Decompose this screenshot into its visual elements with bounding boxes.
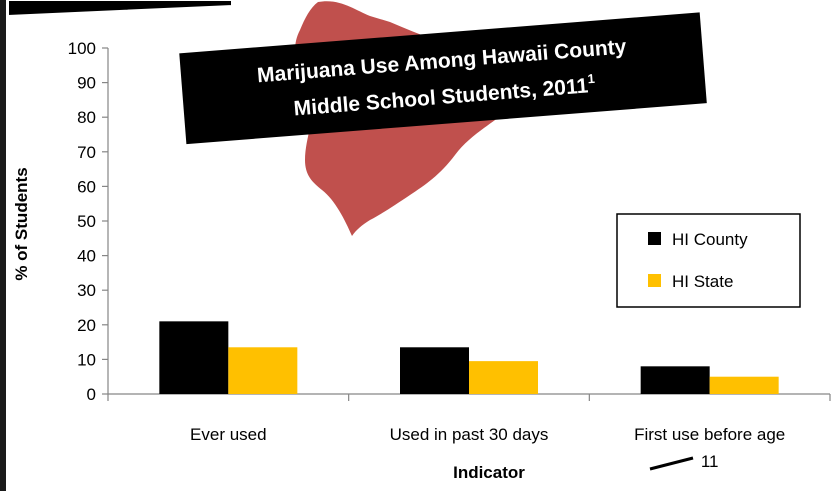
bar-hi-county — [400, 347, 469, 394]
bar-hi-county — [640, 366, 710, 394]
bar-hi-state — [469, 361, 538, 394]
legend-swatch-hi-county — [648, 232, 661, 245]
x-category-label: 11 — [701, 452, 719, 471]
x-category-label: First use before age — [634, 425, 785, 444]
chart-title-superscript: 1 — [587, 71, 595, 87]
decorative-stroke — [649, 456, 694, 471]
chart-bars — [159, 321, 779, 394]
title-box: Marijuana Use Among Hawaii County Middle… — [179, 12, 707, 145]
slide-frame-edge — [0, 0, 6, 491]
y-tick-label: 10 — [77, 350, 96, 369]
y-axis-title: % of Students — [12, 167, 31, 280]
y-tick-label: 80 — [77, 108, 96, 127]
legend-label-hi-state: HI State — [672, 272, 733, 291]
bar-hi-county — [159, 321, 229, 394]
y-tick-label: 30 — [77, 281, 96, 300]
bar-hi-state — [709, 376, 779, 394]
y-tick-label: 50 — [77, 212, 96, 231]
y-tick-label: 60 — [77, 177, 96, 196]
y-tick-label: 40 — [77, 247, 96, 266]
y-tick-label: 70 — [77, 143, 96, 162]
bar-hi-state — [228, 347, 298, 394]
legend-box — [616, 213, 801, 308]
x-axis-title: Indicator — [453, 463, 525, 482]
y-tick-label: 20 — [77, 316, 96, 335]
x-category-label: Ever used — [190, 425, 267, 444]
y-tick-label: 90 — [77, 74, 96, 93]
corner-banner — [8, 0, 232, 16]
corner-banner-border — [7, 0, 233, 18]
legend-swatch-hi-state — [648, 274, 661, 287]
title-background — [179, 12, 707, 145]
legend: HI County HI State — [616, 213, 801, 308]
y-tick-label: 0 — [87, 385, 96, 404]
y-tick-label: 100 — [68, 39, 96, 58]
x-category-label: Used in past 30 days — [390, 425, 549, 444]
legend-label-hi-county: HI County — [672, 230, 748, 249]
